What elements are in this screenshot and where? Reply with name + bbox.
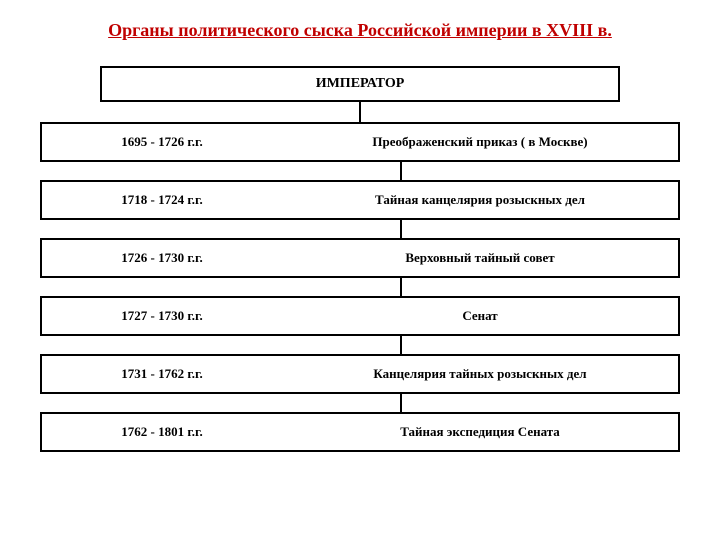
emperor-box: ИМПЕРАТОР: [100, 66, 620, 102]
body-cell: Тайная экспедиция Сената: [282, 414, 678, 450]
connector: [400, 162, 402, 180]
body-cell: Сенат: [282, 298, 678, 334]
table-row: 1695 - 1726 г.г. Преображенский приказ (…: [40, 122, 680, 162]
period-cell: 1731 - 1762 г.г.: [42, 356, 282, 392]
period-cell: 1726 - 1730 г.г.: [42, 240, 282, 276]
table-row: 1731 - 1762 г.г. Канцелярия тайных розыс…: [40, 354, 680, 394]
body-cell: Верховный тайный совет: [282, 240, 678, 276]
connector: [400, 278, 402, 296]
period-cell: 1695 - 1726 г.г.: [42, 124, 282, 160]
page-title: Органы политического сыска Российской им…: [40, 20, 680, 41]
connector: [400, 394, 402, 412]
body-cell: Преображенский приказ ( в Москве): [282, 124, 678, 160]
body-cell: Канцелярия тайных розыскных дел: [282, 356, 678, 392]
table-row: 1727 - 1730 г.г. Сенат: [40, 296, 680, 336]
table-row: 1762 - 1801 г.г. Тайная экспедиция Сенат…: [40, 412, 680, 452]
period-cell: 1762 - 1801 г.г.: [42, 414, 282, 450]
table-row: 1726 - 1730 г.г. Верховный тайный совет: [40, 238, 680, 278]
connector: [400, 336, 402, 354]
period-cell: 1718 - 1724 г.г.: [42, 182, 282, 218]
table-row: 1718 - 1724 г.г. Тайная канцелярия розыс…: [40, 180, 680, 220]
body-cell: Тайная канцелярия розыскных дел: [282, 182, 678, 218]
period-cell: 1727 - 1730 г.г.: [42, 298, 282, 334]
connector: [400, 220, 402, 238]
connector: [359, 102, 361, 122]
